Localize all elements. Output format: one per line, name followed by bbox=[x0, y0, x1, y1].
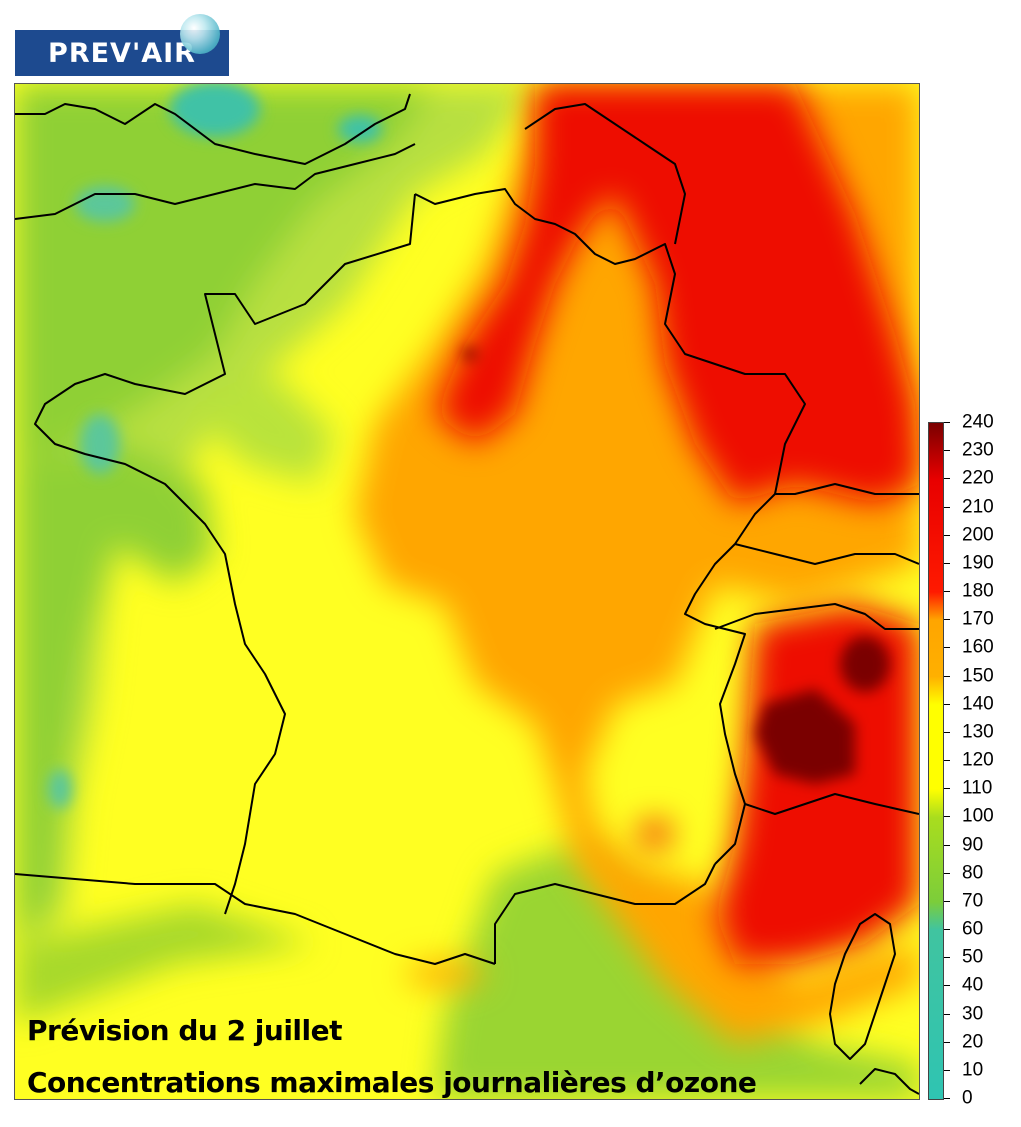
tick-mark bbox=[944, 1098, 950, 1099]
color-scale-labels: 240 230 220 210 200 190 180 170 160 150 140 130 120 1… bbox=[944, 413, 1021, 1108]
very-high-ozone-zones bbox=[462, 348, 890, 784]
tick-mark bbox=[944, 760, 950, 761]
tick-mark bbox=[944, 929, 950, 930]
tick-label: 210 bbox=[962, 496, 994, 517]
logo-text: PREV'AIR bbox=[48, 37, 196, 69]
tick-mark bbox=[944, 1041, 950, 1043]
tick-mark bbox=[944, 1069, 950, 1071]
tick-label: 120 bbox=[962, 749, 994, 771]
tick-label: 60 bbox=[962, 918, 984, 940]
tick-label: 240 bbox=[962, 411, 994, 433]
tick-label: 180 bbox=[962, 580, 994, 602]
tick-mark bbox=[944, 703, 950, 705]
france-west-coastline bbox=[34, 193, 416, 915]
tick-label: 70 bbox=[962, 890, 984, 912]
france-east-border bbox=[684, 493, 776, 865]
tick-label: 190 bbox=[962, 552, 994, 574]
tick-label: 100 bbox=[962, 805, 994, 827]
tick-mark bbox=[944, 591, 950, 592]
tick-mark bbox=[944, 534, 950, 536]
forecast-subtitle: Concentrations maximales journalières d’… bbox=[27, 1066, 757, 1099]
tick-mark bbox=[944, 844, 950, 846]
tick-mark bbox=[944, 675, 950, 677]
boundary-lines bbox=[15, 93, 919, 1095]
switzerland-north-border bbox=[734, 543, 919, 565]
tick-label: 30 bbox=[962, 1003, 984, 1024]
mediterranean-coastline bbox=[494, 863, 716, 964]
tick-mark bbox=[944, 478, 950, 480]
ozone-map-svg bbox=[15, 84, 919, 1099]
tick-mark bbox=[944, 872, 950, 874]
tick-mark bbox=[944, 619, 950, 621]
sardinia-outline bbox=[859, 1068, 919, 1095]
tick-mark bbox=[944, 900, 950, 902]
forecast-title: Prévision du 2 juillet bbox=[27, 1014, 343, 1047]
tick-mark bbox=[944, 957, 950, 959]
tick-mark bbox=[944, 422, 950, 423]
corsica-outline bbox=[829, 913, 896, 1060]
tick-label: 40 bbox=[962, 974, 984, 996]
england-south-coastline bbox=[15, 143, 416, 220]
switzerland-south-border bbox=[714, 603, 919, 630]
tick-mark bbox=[944, 450, 950, 452]
tick-mark bbox=[944, 647, 950, 649]
tick-label: 130 bbox=[962, 721, 994, 743]
spain-border bbox=[15, 873, 496, 965]
tick-label: 140 bbox=[962, 693, 994, 715]
very-low-ozone-spots bbox=[48, 84, 382, 809]
tick-label: 80 bbox=[962, 862, 984, 884]
tick-label: 160 bbox=[962, 636, 994, 658]
tick-label: 10 bbox=[962, 1059, 984, 1081]
tick-mark bbox=[944, 816, 950, 818]
tick-label: 230 bbox=[962, 439, 994, 461]
tick-mark bbox=[944, 562, 950, 564]
tick-label: 90 bbox=[962, 834, 984, 855]
tick-mark bbox=[944, 731, 950, 733]
italy-coastline bbox=[744, 793, 919, 815]
belgium-netherlands-border bbox=[524, 103, 686, 245]
tick-label: 0 bbox=[962, 1087, 973, 1109]
ozone-map bbox=[14, 83, 920, 1100]
tick-label: 50 bbox=[962, 946, 984, 968]
england-coastline bbox=[15, 93, 411, 165]
tick-label: 150 bbox=[962, 665, 994, 686]
tick-mark bbox=[944, 985, 950, 987]
tick-mark bbox=[944, 1013, 950, 1015]
tick-label: 170 bbox=[962, 608, 994, 630]
tick-mark bbox=[944, 506, 950, 508]
high-ozone-zones bbox=[435, 84, 919, 964]
tick-label: 200 bbox=[962, 524, 994, 546]
globe-icon bbox=[180, 14, 220, 54]
tick-label: 220 bbox=[962, 467, 994, 489]
tick-label: 20 bbox=[962, 1031, 984, 1053]
tick-label: 110 bbox=[962, 777, 993, 799]
tick-mark bbox=[944, 788, 950, 790]
color-scale-bar bbox=[928, 422, 944, 1100]
